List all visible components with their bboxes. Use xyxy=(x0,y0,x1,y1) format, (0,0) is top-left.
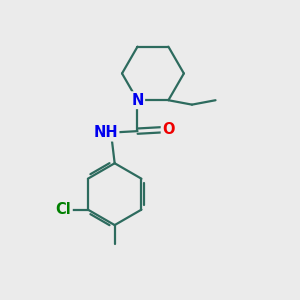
Text: Cl: Cl xyxy=(56,202,71,217)
Text: O: O xyxy=(162,122,175,137)
Text: NH: NH xyxy=(93,125,118,140)
Text: N: N xyxy=(131,93,144,108)
